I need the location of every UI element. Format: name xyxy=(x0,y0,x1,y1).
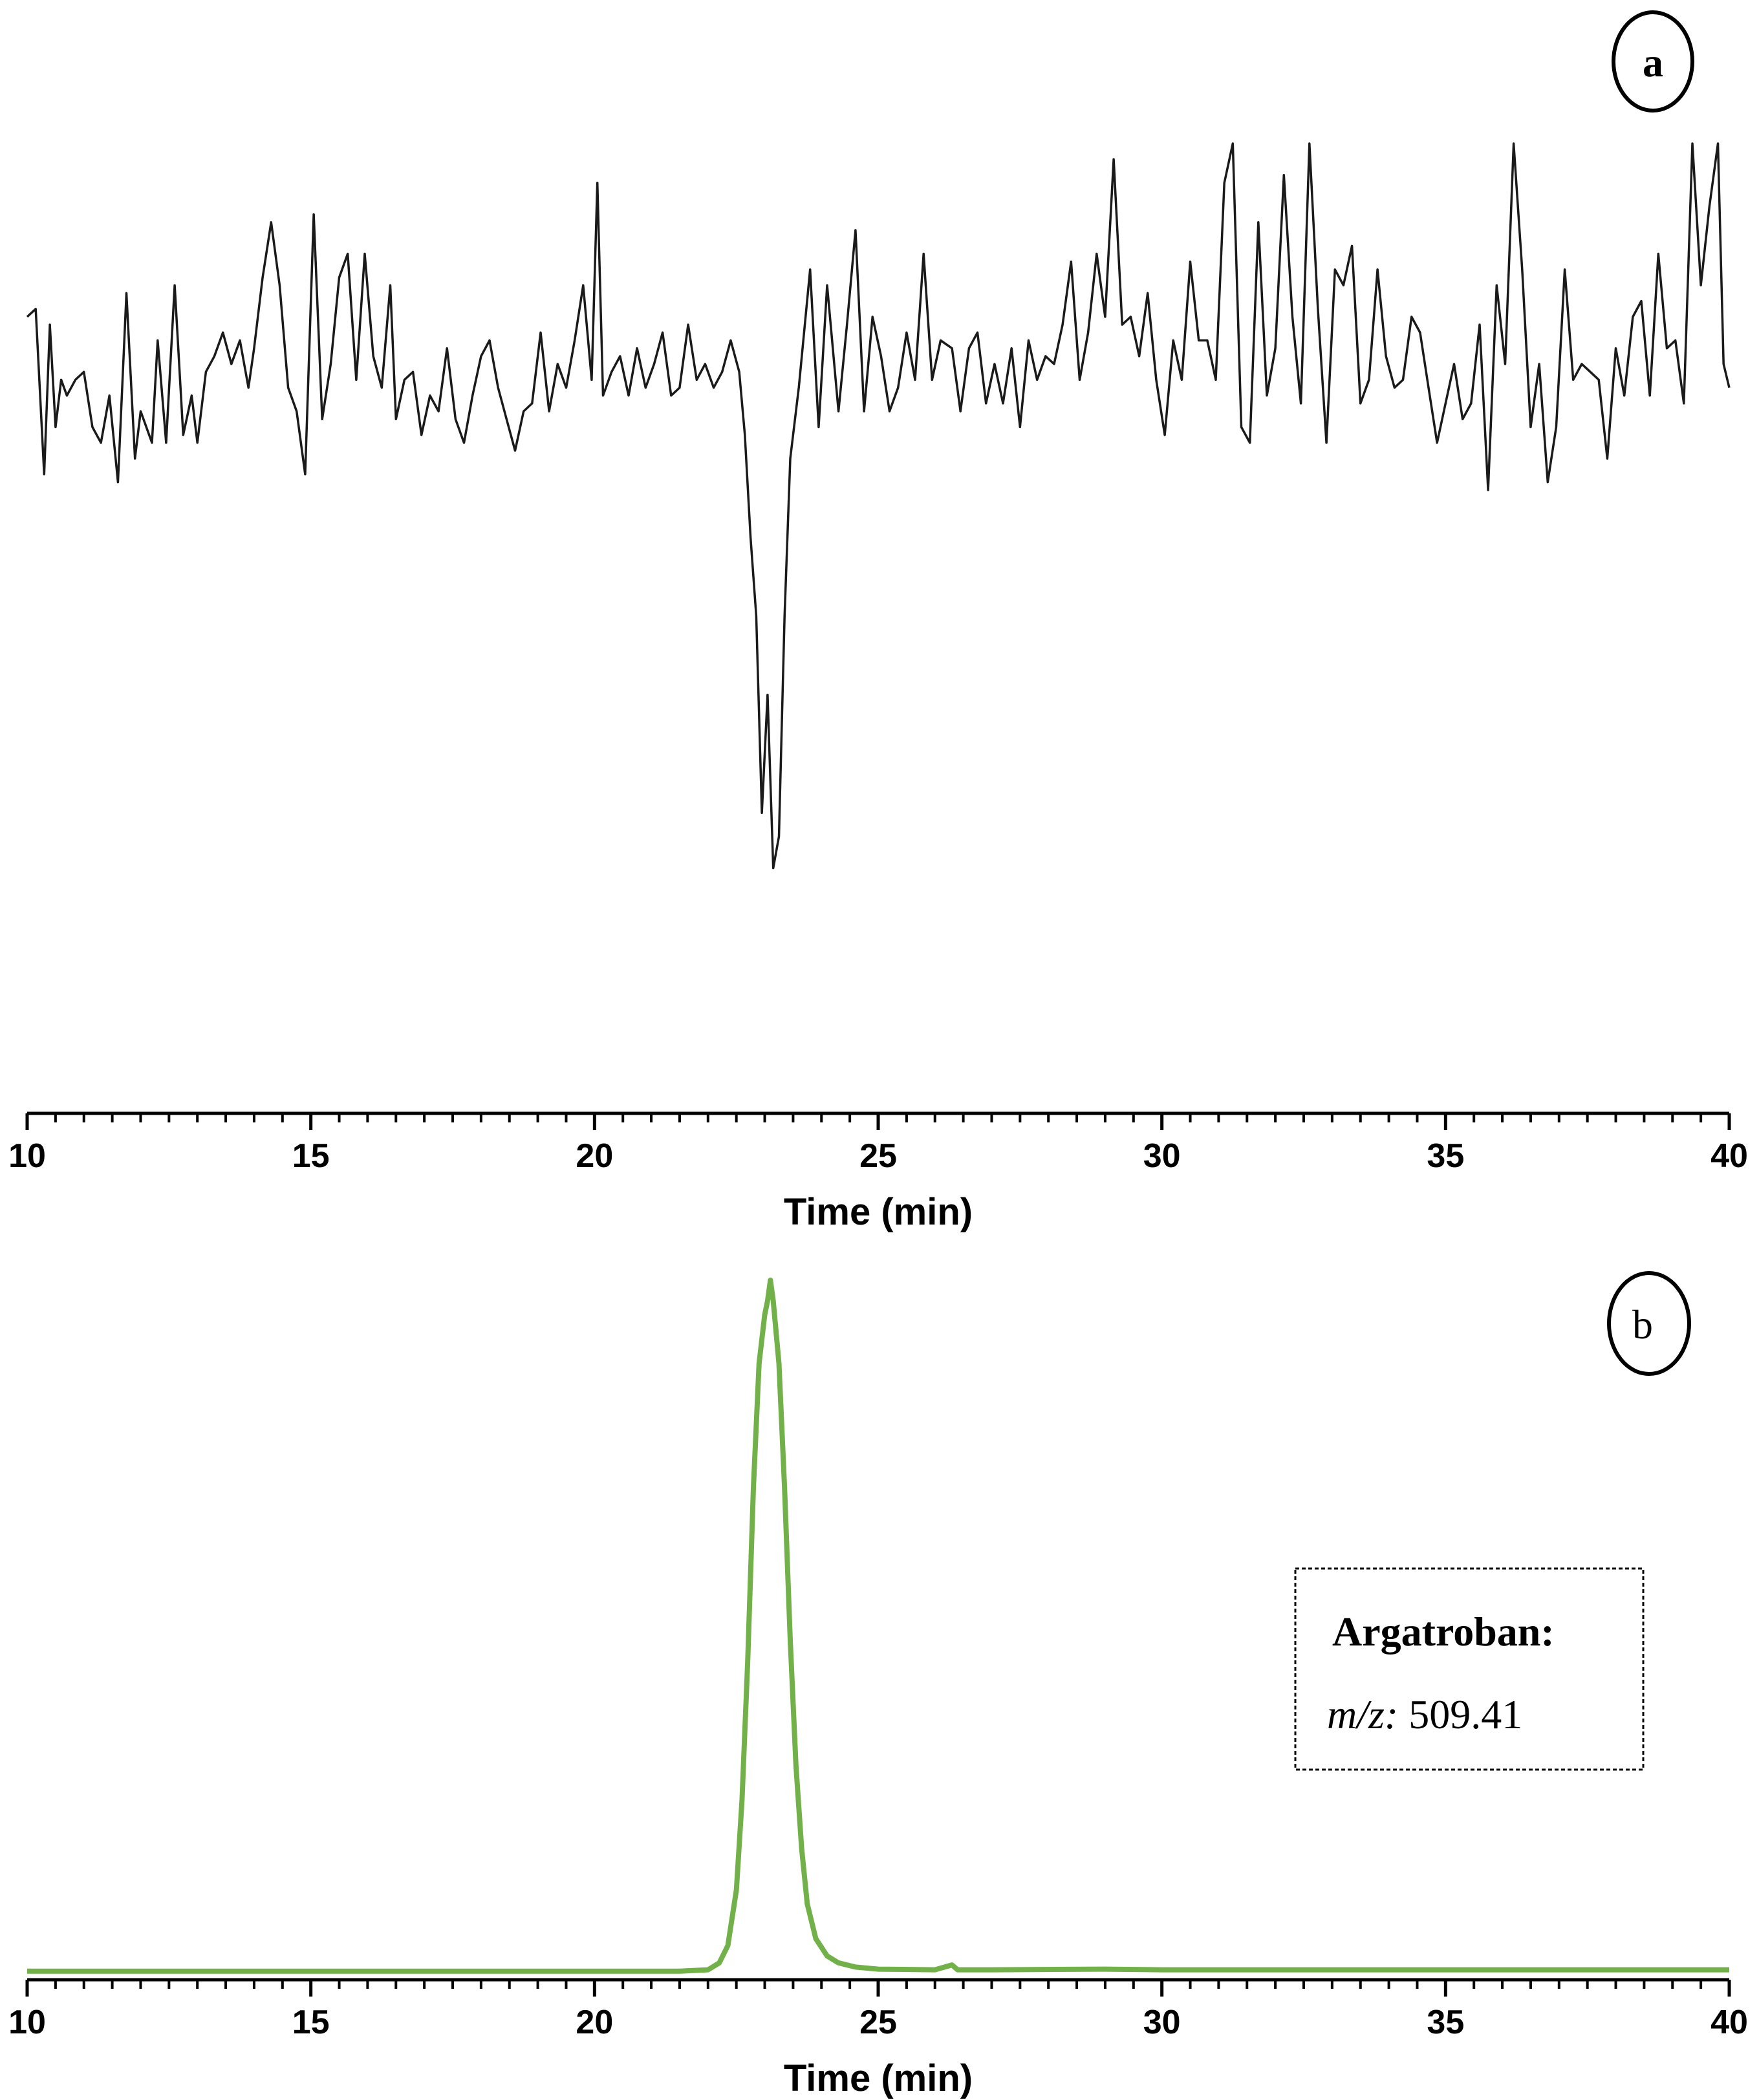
legend-frame xyxy=(1294,1567,1645,1771)
panel-b-tick-label: 30 xyxy=(1143,2004,1181,2041)
panel-b-badge xyxy=(1607,1271,1691,1376)
panel-a-tick-label: 20 xyxy=(576,1137,613,1175)
panel-a-tick-label: 40 xyxy=(1710,1137,1748,1175)
panel-a-tick-label: 30 xyxy=(1143,1137,1181,1175)
legend-mz-value: 509.41 xyxy=(1398,1691,1522,1737)
panel-a-tick-label: 15 xyxy=(292,1137,330,1175)
panel-b-tick-label: 35 xyxy=(1427,2004,1464,2041)
panel-a-x-tick-labels: 10 15 20 25 30 35 40 xyxy=(8,1137,1748,1175)
panel-b-tick-label: 25 xyxy=(859,2004,897,2041)
panel-b-x-axis-title: Time (min) xyxy=(784,2057,973,2099)
panel-b-trace-group xyxy=(27,1278,1729,1974)
legend-compound-name: Argatroban: xyxy=(1332,1609,1555,1655)
panel-b-tick-label: 40 xyxy=(1710,2004,1748,2041)
panel-a-trace-line xyxy=(26,142,1731,870)
panel-b-trace-line xyxy=(27,1278,1729,1974)
panel-a-chromatogram: a 10 15 20 25 30 35 40 Time (min) xyxy=(8,10,1748,1233)
panel-b-tick-label: 15 xyxy=(292,2004,330,2041)
panel-a-letter: a xyxy=(1643,39,1663,85)
panel-b-x-ticks xyxy=(25,1980,1731,1997)
panel-b-letter: b xyxy=(1632,1302,1653,1347)
panel-a-x-axis-title: Time (min) xyxy=(784,1191,973,1233)
compound-legend-box: Argatroban: m/z: 509.41 xyxy=(1294,1567,1645,1771)
legend-mz-label: m/z: xyxy=(1327,1691,1398,1737)
panel-b-tick-label: 10 xyxy=(8,2004,46,2041)
panel-b-chromatogram: b 10 15 20 25 30 35 40 Time (min) Argatroban: … xyxy=(8,1271,1748,2099)
panel-a-x-ticks xyxy=(25,1113,1731,1130)
panel-a-trace-group xyxy=(26,142,1731,870)
panel-a-badge xyxy=(1612,10,1694,112)
panel-a-tick-label: 25 xyxy=(859,1137,897,1175)
panel-b-tick-label: 20 xyxy=(576,2004,613,2041)
panel-b-x-tick-labels: 10 15 20 25 30 35 40 xyxy=(8,2004,1748,2041)
legend-mz-line: m/z: 509.41 xyxy=(1327,1691,1522,1737)
panel-a-tick-label: 35 xyxy=(1427,1137,1464,1175)
panel-a-tick-label: 10 xyxy=(8,1137,46,1175)
